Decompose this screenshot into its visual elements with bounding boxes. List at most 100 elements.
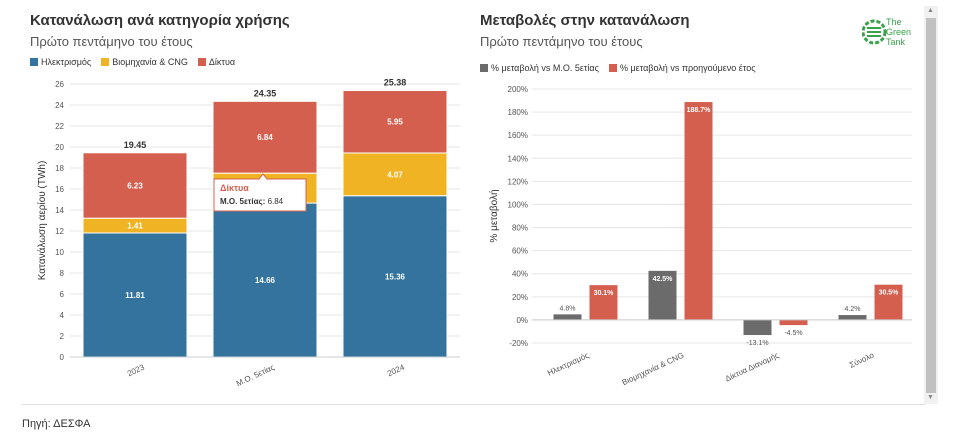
- y-tick-label: 8: [60, 269, 65, 278]
- legend-item-electricity[interactable]: Ηλεκτρισμός: [30, 57, 91, 67]
- bar[interactable]: [553, 314, 582, 320]
- bar[interactable]: [684, 102, 713, 320]
- bar[interactable]: [838, 315, 867, 320]
- bar-data-label: 11.81: [125, 291, 145, 300]
- legend-label: Ηλεκτρισμός: [41, 57, 92, 67]
- left-chart-title: Κατανάλωση ανά κατηγορία χρήσης: [30, 12, 290, 29]
- y-tick-label: 20%: [512, 293, 528, 302]
- legend-item-networks[interactable]: Δίκτυα: [197, 57, 236, 67]
- vertical-scrollbar[interactable]: ▲ ▼: [924, 6, 938, 404]
- bar-data-label: 5.95: [387, 118, 403, 127]
- y-tick-label: -20%: [509, 339, 528, 348]
- y-tick-label: 120%: [508, 177, 528, 186]
- bar[interactable]: [779, 319, 808, 326]
- bar-data-label: 15.36: [385, 272, 406, 281]
- legend-label: Δίκτυα: [208, 57, 236, 67]
- y-tick-label: 6: [60, 290, 65, 299]
- legend-swatch: [30, 58, 38, 66]
- logo-text-3: Tank: [886, 37, 906, 47]
- bar[interactable]: [743, 319, 772, 336]
- bar-data-label: 42.5%: [653, 276, 674, 283]
- tooltip-value-line: Μ.Ο. 5ετίας: 6.84: [220, 197, 284, 206]
- logo-text-2: Green: [886, 27, 911, 37]
- x-tick-label: Δίκτυα Διανομής: [724, 351, 781, 384]
- tooltip-box: [213, 173, 307, 212]
- y-tick-label: 40%: [512, 270, 528, 279]
- y-tick-label: 24: [55, 101, 64, 110]
- bar-data-label: 30.1%: [594, 290, 615, 297]
- bar-segment[interactable]: [342, 152, 448, 197]
- bar-data-label: 188.7%: [687, 107, 712, 114]
- y-tick-label: 180%: [508, 108, 528, 117]
- scroll-thumb[interactable]: [926, 18, 936, 393]
- y-tick-label: 160%: [508, 131, 528, 140]
- tooltip-label: Μ.Ο. 5ετίας:: [220, 197, 268, 206]
- bar-segment[interactable]: [342, 90, 448, 154]
- bar-total-label: 19.45: [124, 140, 147, 150]
- y-tick-label: 4: [60, 311, 65, 320]
- y-tick-label: 12: [55, 227, 64, 236]
- bar-data-label: 6.84: [257, 133, 273, 142]
- x-tick-label: Βιομηχανία & CNG: [621, 351, 686, 388]
- x-tick-label: Σύνολο: [848, 350, 876, 369]
- bar-segment[interactable]: [342, 195, 448, 358]
- y-tick-label: 14: [55, 206, 64, 215]
- logo-text-1: The: [886, 17, 902, 27]
- green-tank-logo: The Green Tank: [861, 14, 916, 54]
- scroll-down-icon[interactable]: ▼: [927, 394, 934, 401]
- legend-item-vs-prev-year[interactable]: % μεταβολή vs προηγούμενο έτος: [608, 63, 756, 73]
- x-tick-label: 2023: [126, 362, 146, 378]
- legend-swatch: [197, 58, 206, 66]
- y-tick-label: 60%: [512, 247, 528, 256]
- tooltip: Δίκτυα Μ.Ο. 5ετίας: 6.84: [213, 173, 307, 212]
- legend-swatch: [480, 64, 488, 72]
- y-tick-label: 0: [60, 353, 65, 362]
- tooltip-series: Δίκτυα: [220, 183, 249, 193]
- scroll-up-icon[interactable]: ▲: [927, 7, 934, 14]
- bar-data-label: 4.8%: [560, 305, 576, 312]
- y-tick-label: 26: [55, 80, 64, 89]
- y-tick-label: 20: [55, 143, 64, 152]
- y-tick-label: 16: [55, 185, 64, 194]
- y-axis-label: % μεταβολή: [488, 189, 500, 242]
- legend-item-industry[interactable]: Βιομηχανία & CNG: [101, 57, 188, 67]
- legend-swatch: [101, 58, 110, 66]
- x-tick-label: Μ.Ο. 5ετίας: [235, 363, 276, 389]
- bar-data-label: -13.1%: [746, 340, 768, 347]
- y-tick-label: 100%: [508, 200, 528, 209]
- y-tick-label: 2: [60, 332, 65, 341]
- x-tick-label: Ηλεκτρισμός: [546, 351, 590, 378]
- bar-data-label: -4.5%: [784, 330, 802, 337]
- left-chart-legend: Ηλεκτρισμός Βιομηχανία & CNG Δίκτυα: [30, 57, 235, 67]
- source-note: Πηγή: ΔΕΣΦΑ: [22, 418, 91, 430]
- legend-label: % μεταβολή vs Μ.Ο. 5ετίας: [491, 63, 599, 73]
- right-chart-subtitle: Πρώτο πεντάμηνο του έτους: [480, 34, 643, 49]
- bar[interactable]: [589, 285, 618, 320]
- bar-total-label: 24.35: [254, 88, 277, 98]
- y-tick-label: 140%: [508, 154, 528, 163]
- bar-data-label: 4.07: [387, 170, 403, 179]
- y-tick-label: 0%: [516, 316, 528, 325]
- bar-data-label: 14.66: [255, 276, 276, 285]
- x-tick-label: 2024: [386, 362, 406, 378]
- legend-swatch: [608, 64, 617, 72]
- legend-item-vs-5yr-avg[interactable]: % μεταβολή vs Μ.Ο. 5ετίας: [480, 63, 599, 73]
- bar-segment[interactable]: [82, 152, 188, 219]
- y-tick-label: 22: [55, 122, 64, 131]
- y-tick-label: 80%: [512, 224, 528, 233]
- bar-data-label: 1.41: [127, 222, 143, 231]
- bar[interactable]: [648, 270, 677, 320]
- right-chart-plot: -20% 0% 20% 40% 60% 80% 100% 120% 140% 160% 180% 20…: [488, 85, 912, 388]
- right-chart-legend: % μεταβολή vs Μ.Ο. 5ετίας % μεταβολή vs …: [480, 63, 756, 73]
- bar[interactable]: [874, 284, 903, 320]
- bar-data-label: 30.5%: [879, 290, 900, 297]
- bar-segment[interactable]: [82, 232, 188, 358]
- bar-segment[interactable]: [212, 100, 318, 174]
- y-tick-label: 18: [55, 164, 64, 173]
- y-axis-label: Κατανάλωση αερίου (TWh): [36, 161, 48, 281]
- bar-data-label: 6.23: [127, 181, 143, 190]
- y-tick-label: 10: [55, 248, 64, 257]
- logo-icon: The Green Tank: [861, 17, 911, 47]
- tooltip-value: 6.84: [268, 197, 284, 206]
